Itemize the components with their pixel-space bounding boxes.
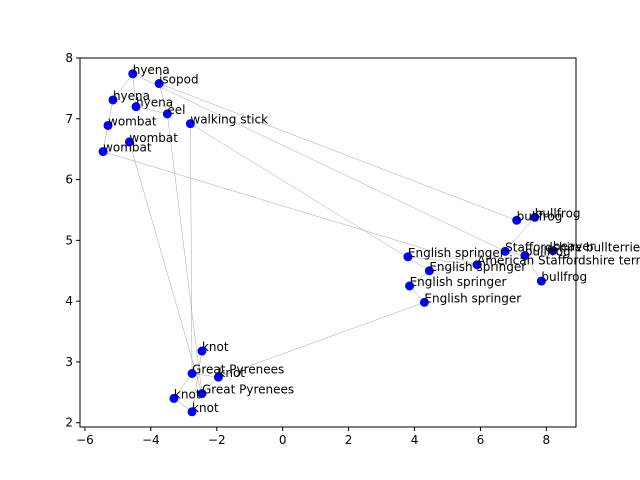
- data-point-13: [520, 251, 530, 261]
- data-point-18: [405, 281, 415, 291]
- data-point-3: [131, 102, 141, 112]
- edge-line-14: [504, 217, 535, 252]
- x-tick-label-1: −4: [142, 433, 160, 447]
- point-label-1: isopod: [159, 73, 199, 87]
- point-label-23: Great Pyrenees: [202, 383, 294, 397]
- point-label-4: eel: [167, 103, 185, 117]
- points-layer: [98, 69, 558, 417]
- y-tick-label-0: 2: [65, 416, 73, 430]
- data-point-25: [187, 407, 197, 417]
- y-tick-label-1: 3: [65, 355, 73, 369]
- data-point-17: [536, 276, 546, 286]
- edge-line-17: [524, 255, 542, 282]
- edge-line-22: [218, 302, 425, 378]
- point-label-14: English springer: [408, 246, 505, 260]
- point-label-13: bullfrog: [525, 245, 571, 259]
- point-label-16: English springer: [429, 260, 526, 274]
- x-tick-label-0: −6: [76, 433, 94, 447]
- data-point-22: [213, 372, 223, 382]
- point-label-15: American Staffordshire terrier: [477, 254, 640, 268]
- x-tick-label-2: −2: [208, 433, 226, 447]
- data-point-8: [98, 147, 108, 157]
- point-label-2: hyena: [113, 89, 150, 103]
- data-point-21: [187, 369, 197, 379]
- y-tick-label-3: 5: [65, 233, 73, 247]
- point-label-6: wombat: [108, 114, 157, 128]
- data-point-14: [403, 252, 413, 262]
- point-label-8: wombat: [103, 141, 152, 155]
- edge-line-5: [132, 73, 506, 252]
- point-label-9: bullfrog: [517, 209, 563, 223]
- x-tick-label-7: 8: [543, 433, 551, 447]
- data-point-11: [500, 246, 510, 256]
- data-point-9: [512, 215, 522, 225]
- edge-line-11: [129, 141, 203, 394]
- edge-line-7: [159, 83, 517, 221]
- edge-line-6: [158, 83, 168, 114]
- y-tick-label-5: 7: [65, 112, 73, 126]
- data-point-19: [419, 297, 429, 307]
- data-point-7: [124, 137, 134, 147]
- edge-line-0: [112, 73, 133, 101]
- point-label-5: walking stick: [190, 113, 268, 127]
- edge-line-16: [524, 250, 553, 256]
- point-label-21: Great Pyrenees: [192, 363, 284, 377]
- edge-line-18: [407, 256, 478, 265]
- data-point-1: [154, 79, 164, 89]
- edge-line-24: [191, 350, 203, 412]
- point-label-18: English springer: [410, 275, 507, 289]
- axes-frame: [79, 57, 577, 428]
- data-point-0: [128, 69, 138, 79]
- data-point-15: [472, 260, 482, 270]
- y-tick-label-4: 6: [65, 173, 73, 187]
- edge-line-10: [190, 123, 430, 271]
- point-label-22: knot: [218, 366, 245, 380]
- point-label-7: wombat: [129, 131, 178, 145]
- edge-line-4: [135, 106, 168, 115]
- x-tick-label-3: 0: [279, 433, 287, 447]
- point-label-19: English springer: [424, 291, 521, 305]
- x-tick-label-6: 6: [477, 433, 485, 447]
- y-tick-label-2: 4: [65, 294, 73, 308]
- edge-line-1: [132, 73, 137, 107]
- data-point-4: [162, 109, 172, 119]
- edge-line-25: [173, 373, 193, 399]
- y-tick-label-6: 8: [65, 51, 73, 65]
- data-point-16: [424, 266, 434, 276]
- edge-line-19: [429, 264, 478, 272]
- edge-line-8: [167, 113, 203, 394]
- point-label-10: bullfrog: [535, 206, 581, 220]
- point-label-25: knot: [192, 401, 219, 415]
- data-point-24: [169, 393, 179, 403]
- point-label-24: knot: [174, 387, 201, 401]
- y-axis-ticks: 2 3 4 5 6 7 8: [65, 51, 80, 430]
- edge-line-9: [190, 123, 193, 374]
- data-point-2: [108, 95, 118, 105]
- x-axis-ticks: −6 −4 −2 0 2 4 6 8: [76, 427, 550, 447]
- point-label-20: knot: [202, 340, 229, 354]
- point-label-12: beaver: [553, 240, 595, 254]
- data-point-20: [197, 346, 207, 356]
- data-point-5: [185, 119, 195, 129]
- x-tick-label-5: 4: [411, 433, 419, 447]
- data-point-10: [530, 212, 540, 222]
- edge-line-12: [102, 151, 478, 265]
- point-label-11: Staffordshire bullterrier: [505, 240, 640, 254]
- point-label-17: bullfrog: [541, 270, 587, 284]
- point-label-3: hyena: [136, 96, 173, 110]
- point-label-0: hyena: [133, 63, 170, 77]
- data-point-6: [103, 120, 113, 130]
- data-point-12: [548, 246, 558, 256]
- data-point-23: [197, 389, 207, 399]
- x-tick-label-4: 2: [345, 433, 353, 447]
